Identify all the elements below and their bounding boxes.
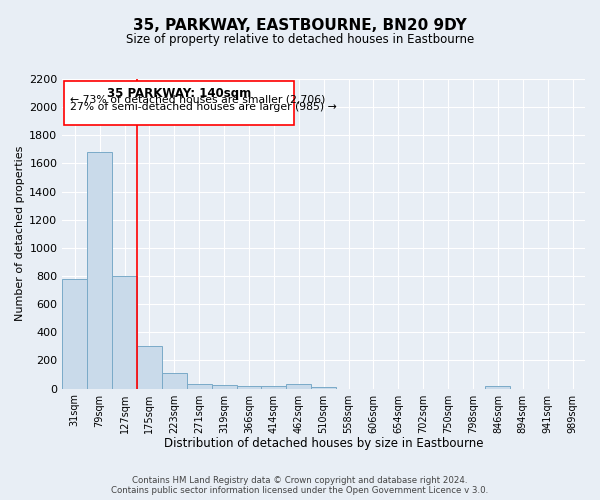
- Bar: [311, 387, 336, 388]
- Bar: [64, 81, 294, 126]
- Bar: [187, 384, 212, 388]
- Text: Contains HM Land Registry data © Crown copyright and database right 2024.: Contains HM Land Registry data © Crown c…: [132, 476, 468, 485]
- Bar: [62, 279, 87, 388]
- Bar: [212, 385, 236, 388]
- Bar: [262, 386, 286, 388]
- Bar: [137, 346, 162, 389]
- Text: 27% of semi-detached houses are larger (985) →: 27% of semi-detached houses are larger (…: [70, 102, 337, 112]
- Bar: [87, 152, 112, 388]
- Bar: [485, 386, 511, 388]
- Bar: [112, 276, 137, 388]
- Y-axis label: Number of detached properties: Number of detached properties: [15, 146, 25, 322]
- Text: Contains public sector information licensed under the Open Government Licence v : Contains public sector information licen…: [112, 486, 488, 495]
- Text: 35, PARKWAY, EASTBOURNE, BN20 9DY: 35, PARKWAY, EASTBOURNE, BN20 9DY: [133, 18, 467, 32]
- X-axis label: Distribution of detached houses by size in Eastbourne: Distribution of detached houses by size …: [164, 437, 484, 450]
- Bar: [162, 373, 187, 388]
- Text: 35 PARKWAY: 140sqm: 35 PARKWAY: 140sqm: [107, 86, 251, 100]
- Bar: [286, 384, 311, 388]
- Bar: [236, 386, 262, 388]
- Text: Size of property relative to detached houses in Eastbourne: Size of property relative to detached ho…: [126, 32, 474, 46]
- Text: ← 73% of detached houses are smaller (2,706): ← 73% of detached houses are smaller (2,…: [70, 94, 325, 104]
